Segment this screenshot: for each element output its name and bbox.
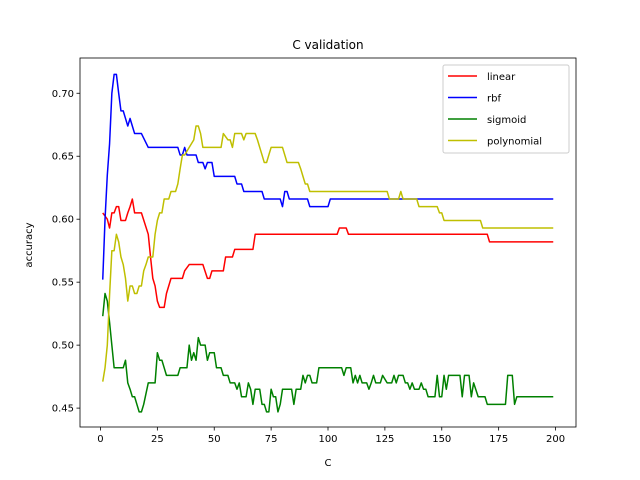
legend: linear rbf sigmoid polynomial bbox=[442, 64, 570, 154]
series-line-sigmoid bbox=[102, 292, 554, 413]
y-tick-label: 0.65 bbox=[52, 152, 74, 163]
legend-label-sigmoid: sigmoid bbox=[487, 115, 526, 126]
x-tick-label: 150 bbox=[432, 434, 451, 445]
x-axis-label: C bbox=[325, 458, 332, 469]
y-tick-label: 0.50 bbox=[52, 341, 74, 352]
y-tick-label: 0.70 bbox=[52, 89, 74, 100]
x-tick-label: 125 bbox=[375, 434, 394, 445]
plot-area bbox=[79, 57, 577, 428]
y-axis-label: accuracy bbox=[24, 222, 35, 267]
legend-box bbox=[442, 64, 570, 154]
chart-title: C validation bbox=[292, 38, 363, 52]
y-tick-label: 0.60 bbox=[52, 215, 74, 226]
y-tick-label: 0.55 bbox=[52, 278, 74, 289]
x-tick-label: 175 bbox=[489, 434, 508, 445]
y-axis: 0.45 0.50 0.55 0.60 0.65 0.70 bbox=[52, 89, 80, 415]
legend-label-polynomial: polynomial bbox=[487, 137, 542, 148]
x-tick-label: 50 bbox=[208, 434, 221, 445]
x-axis: 0 25 50 75 100 125 150 175 200 bbox=[97, 427, 565, 445]
legend-label-rbf: rbf bbox=[487, 94, 501, 105]
series-line-linear bbox=[102, 198, 554, 309]
x-tick-label: 200 bbox=[546, 434, 565, 445]
x-tick-label: 0 bbox=[97, 434, 103, 445]
x-tick-label: 75 bbox=[265, 434, 278, 445]
x-tick-label: 100 bbox=[318, 434, 337, 445]
series-line-rbf bbox=[102, 73, 554, 280]
x-tick-label: 25 bbox=[151, 434, 164, 445]
legend-label-linear: linear bbox=[487, 72, 516, 83]
y-tick-label: 0.45 bbox=[52, 404, 74, 415]
series-line-polynomial bbox=[102, 125, 554, 382]
